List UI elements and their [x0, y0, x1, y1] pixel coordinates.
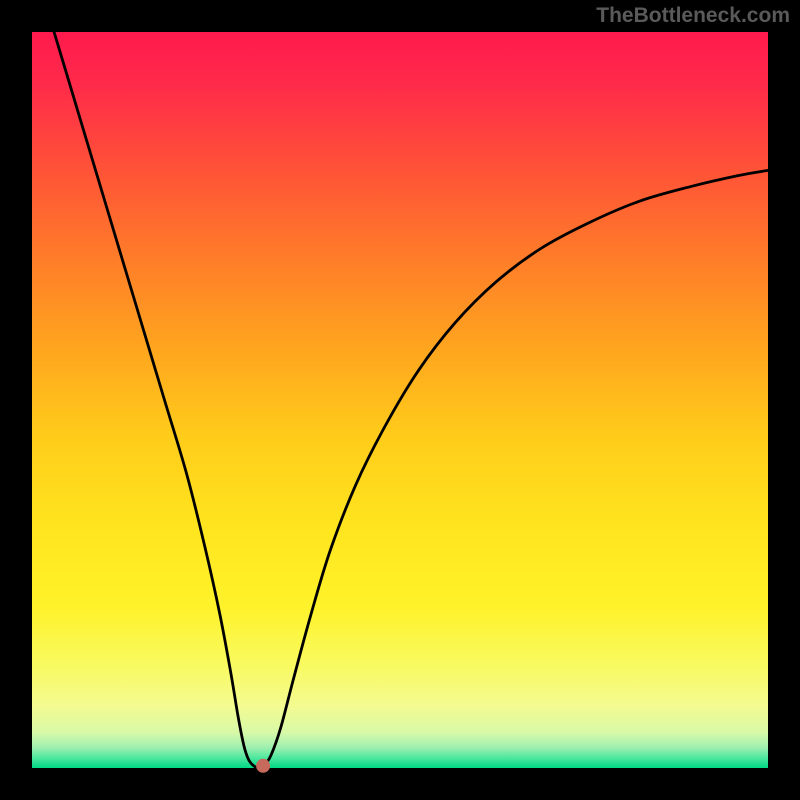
chart-frame: TheBottleneck.com	[0, 0, 800, 800]
watermark-label: TheBottleneck.com	[596, 4, 790, 28]
bottleneck-curve-chart	[0, 0, 800, 800]
optimal-point-marker	[257, 759, 270, 772]
